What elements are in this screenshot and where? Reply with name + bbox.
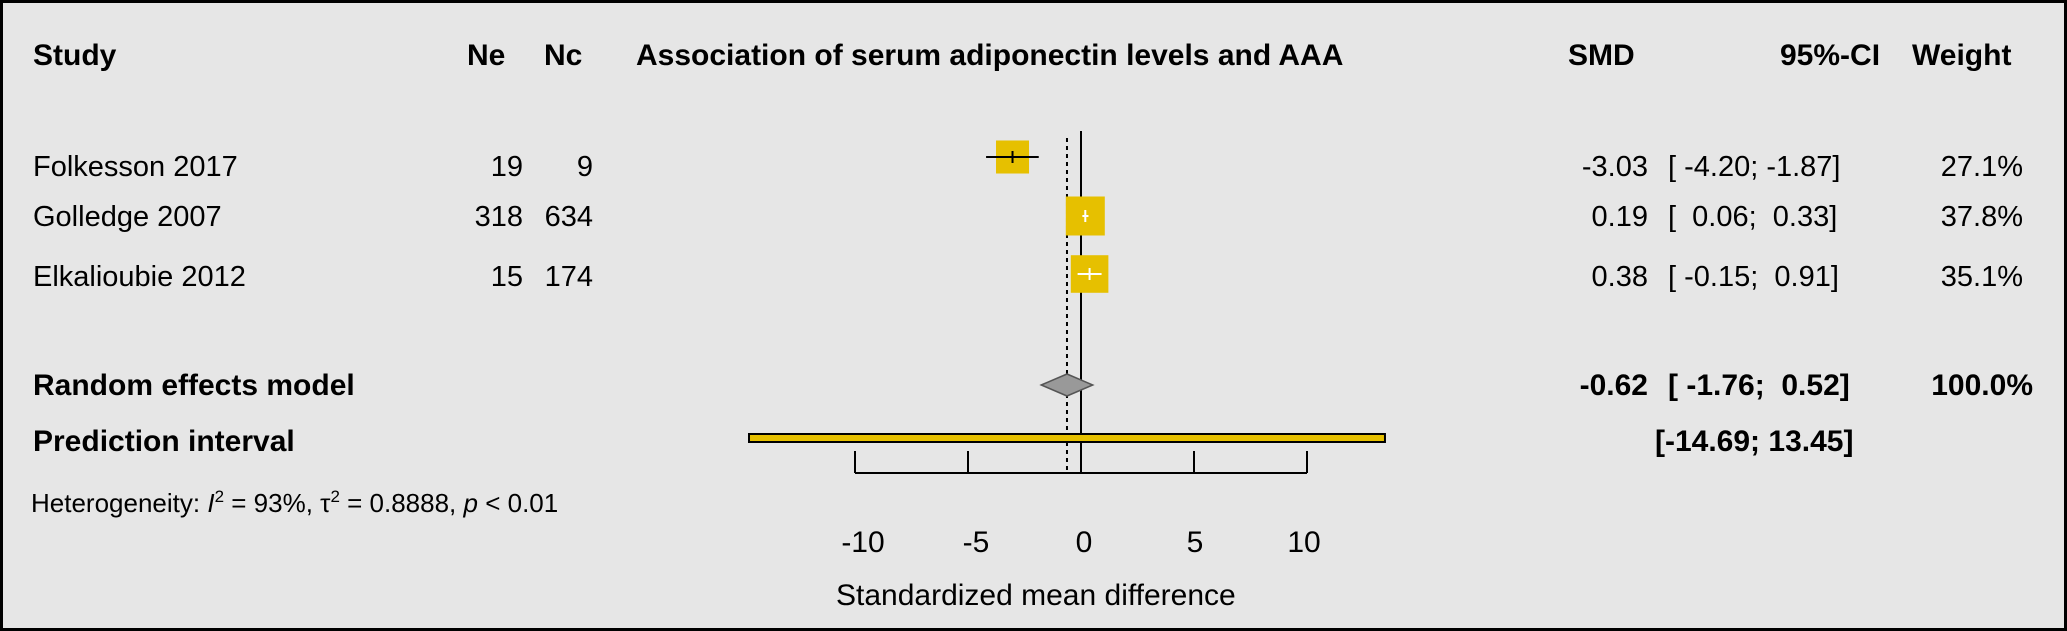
x-tick-label: 5 (1186, 526, 1204, 559)
header-weight: Weight (1912, 39, 2012, 72)
random-effects-diamond (1039, 373, 1095, 397)
random-effects-label: Random effects model (33, 369, 355, 402)
x-tick-label: 10 (1287, 526, 1321, 559)
study-ci: [ 0.06; 0.33] (1668, 201, 1838, 233)
i-squared-symbol: I (207, 488, 215, 518)
random-effects-ci: [ -1.76; 0.52] (1668, 369, 1850, 402)
study-name: Golledge 2007 (33, 201, 222, 233)
tau-squared-value: = 0.8888, (339, 488, 464, 518)
x-tick-label: -5 (962, 526, 990, 559)
x-axis-label: Standardized mean difference (836, 579, 1236, 612)
study-ne: 19 (490, 151, 523, 183)
header-ne: Ne (467, 39, 506, 72)
study-name: Elkalioubie 2012 (33, 261, 246, 293)
study-smd: 0.19 (1591, 201, 1648, 233)
study-weight: 27.1% (1940, 151, 2023, 183)
study-ne: 318 (474, 201, 523, 233)
study-smd: -3.03 (1581, 151, 1648, 183)
random-effects-weight: 100.0% (1931, 369, 2033, 402)
study-ci: [ -0.15; 0.91] (1668, 261, 1839, 293)
study-weight: 35.1% (1940, 261, 2023, 293)
p-value-symbol: p (463, 488, 478, 518)
header-study: Study (33, 39, 117, 72)
study-ne: 15 (490, 261, 523, 293)
study-nc: 634 (544, 201, 593, 233)
prediction-interval-ci: [-14.69; 13.45] (1655, 425, 1854, 458)
plot-title: Association of serum adiponectin levels … (636, 39, 1344, 72)
tau-squared-superscript: 2 (330, 487, 340, 506)
heterogeneity-prefix: Heterogeneity: (31, 488, 208, 518)
prediction-interval-rect (748, 433, 1386, 443)
study-ci: [ -4.20; -1.87] (1668, 151, 1841, 183)
p-value: < 0.01 (477, 488, 559, 518)
random-effects-smd: -0.62 (1579, 369, 1648, 402)
x-tick-label: -10 (841, 526, 885, 559)
study-name: Folkesson 2017 (33, 151, 238, 183)
header-ci: 95%-CI (1780, 39, 1881, 72)
study-weight: 37.8% (1940, 201, 2023, 233)
heterogeneity-stat: Heterogeneity: I2 = 93%, τ2 = 0.8888, p … (31, 487, 559, 518)
x-axis (854, 451, 1308, 474)
study-markers (986, 140, 1109, 293)
prediction-interval-bar (748, 433, 1386, 443)
header-smd: SMD (1568, 39, 1635, 72)
prediction-interval-label: Prediction interval (33, 425, 295, 458)
forest-plot-graphics (748, 131, 1386, 474)
study-smd: 0.38 (1591, 261, 1648, 293)
study-nc: 9 (576, 151, 593, 183)
i-squared-superscript: 2 (214, 487, 225, 506)
i-squared-value: = 93%, (224, 488, 321, 518)
header-nc: Nc (544, 39, 583, 72)
x-tick-label: 0 (1075, 526, 1093, 559)
study-nc: 174 (544, 261, 593, 293)
tau-squared-symbol: τ (320, 488, 331, 518)
